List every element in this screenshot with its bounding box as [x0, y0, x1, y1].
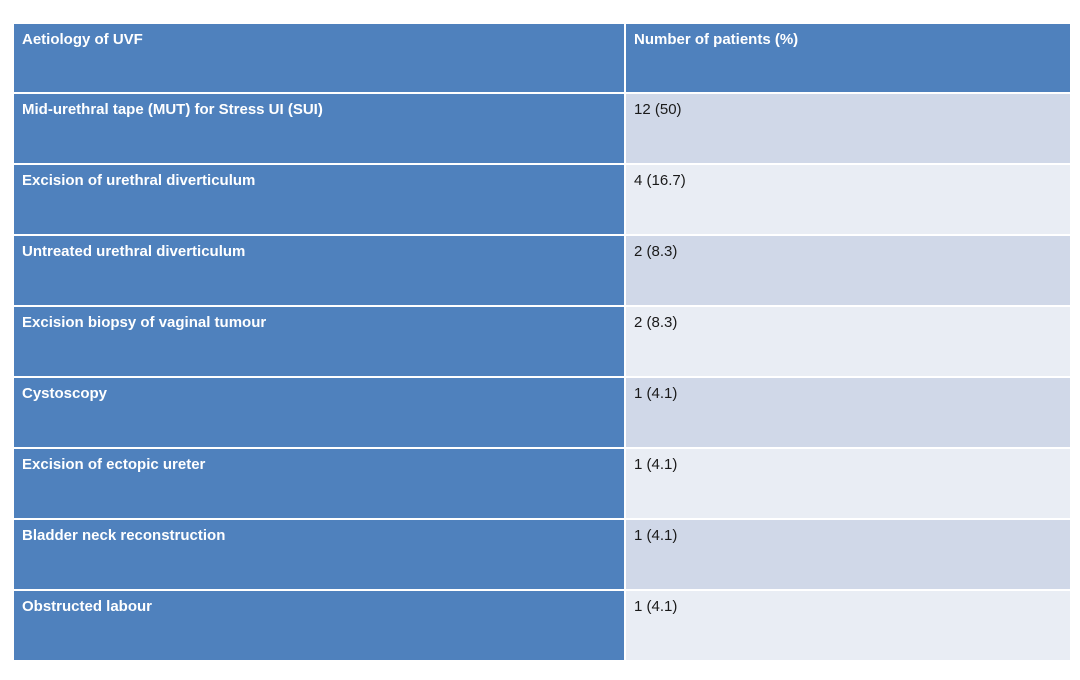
table-row: Bladder neck reconstruction 1 (4.1)	[12, 518, 1072, 591]
patients-cell: 4 (16.7)	[624, 163, 1072, 236]
aetiology-cell: Bladder neck reconstruction	[12, 518, 626, 591]
patients-cell: 1 (4.1)	[624, 518, 1072, 591]
patients-cell: 2 (8.3)	[624, 305, 1072, 378]
table-row: Excision of ectopic ureter 1 (4.1)	[12, 447, 1072, 520]
table-header-row: Aetiology of UVF Number of patients (%)	[12, 22, 1072, 94]
table-row: Untreated urethral diverticulum 2 (8.3)	[12, 234, 1072, 307]
patients-cell: 1 (4.1)	[624, 376, 1072, 449]
table-row: Excision biopsy of vaginal tumour 2 (8.3…	[12, 305, 1072, 378]
patients-cell: 1 (4.1)	[624, 447, 1072, 520]
aetiology-cell: Mid-urethral tape (MUT) for Stress UI (S…	[12, 92, 626, 165]
patients-cell: 12 (50)	[624, 92, 1072, 165]
patients-cell: 1 (4.1)	[624, 589, 1072, 662]
aetiology-cell: Cystoscopy	[12, 376, 626, 449]
aetiology-table: Aetiology of UVF Number of patients (%) …	[12, 22, 1072, 662]
aetiology-cell: Obstructed labour	[12, 589, 626, 662]
header-number-of-patients: Number of patients (%)	[624, 22, 1072, 94]
table-row: Mid-urethral tape (MUT) for Stress UI (S…	[12, 92, 1072, 165]
table-row: Obstructed labour 1 (4.1)	[12, 589, 1072, 662]
table-row: Cystoscopy 1 (4.1)	[12, 376, 1072, 449]
header-aetiology: Aetiology of UVF	[12, 22, 626, 94]
aetiology-cell: Untreated urethral diverticulum	[12, 234, 626, 307]
aetiology-cell: Excision of ectopic ureter	[12, 447, 626, 520]
table-row: Excision of urethral diverticulum 4 (16.…	[12, 163, 1072, 236]
aetiology-cell: Excision of urethral diverticulum	[12, 163, 626, 236]
patients-cell: 2 (8.3)	[624, 234, 1072, 307]
aetiology-cell: Excision biopsy of vaginal tumour	[12, 305, 626, 378]
